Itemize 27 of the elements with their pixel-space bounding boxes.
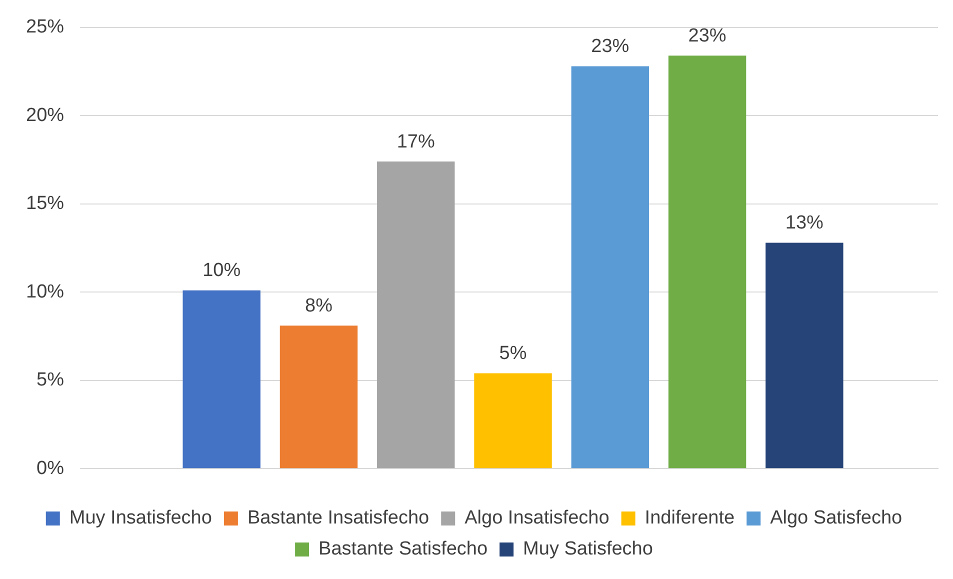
- legend-label: Muy Satisfecho: [523, 538, 653, 560]
- legend-label: Muy Insatisfecho: [69, 508, 212, 529]
- bar: [182, 290, 260, 468]
- legend-label: Algo Insatisfecho: [464, 508, 610, 529]
- bar: [377, 162, 455, 468]
- data-label: 10%: [202, 260, 241, 282]
- bar: [474, 373, 552, 468]
- data-label: 17%: [396, 131, 435, 152]
- legend-label: Algo Satisfecho: [770, 508, 902, 529]
- y-tick-label: 5%: [36, 370, 64, 391]
- legend-label: Indiferente: [644, 508, 735, 529]
- legend-label: Bastante Insatisfecho: [247, 508, 430, 529]
- bar: [766, 242, 844, 468]
- legend-label: Bastante Satisfecho: [318, 538, 488, 560]
- bar: [280, 326, 358, 468]
- bar: [668, 56, 746, 468]
- y-tick-label: 10%: [26, 281, 64, 302]
- data-label: 5%: [499, 343, 527, 364]
- y-tick-label: 0%: [36, 458, 64, 479]
- y-tick-label: 20%: [26, 104, 64, 126]
- data-label: 23%: [688, 25, 726, 46]
- y-tick-label: 25%: [26, 16, 64, 38]
- data-label: 23%: [591, 36, 630, 57]
- data-label: 13%: [785, 212, 824, 234]
- data-label: 8%: [305, 295, 333, 316]
- y-tick-label: 15%: [26, 193, 64, 214]
- bar: [571, 66, 650, 468]
